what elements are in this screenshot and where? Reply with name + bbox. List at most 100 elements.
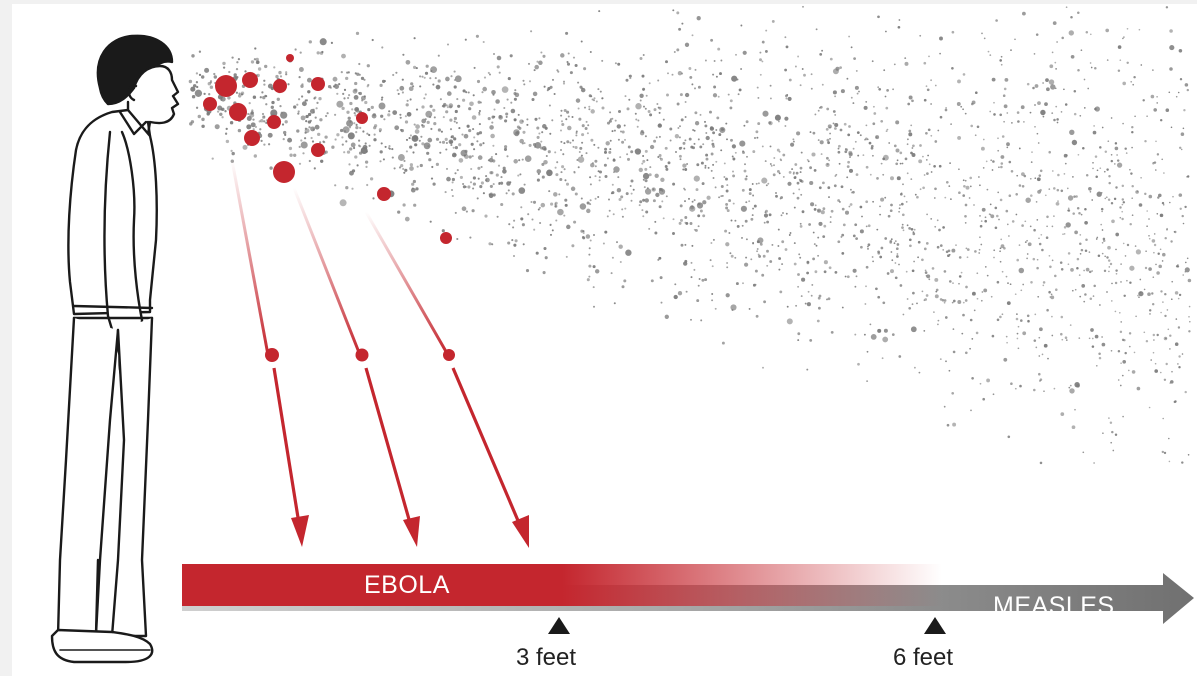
aerosol-particle bbox=[627, 145, 631, 149]
aerosol-particle bbox=[788, 170, 792, 174]
aerosol-particle bbox=[546, 169, 553, 177]
aerosol-particle bbox=[681, 22, 684, 25]
aerosol-particle bbox=[1039, 461, 1043, 465]
aerosol-particle bbox=[769, 97, 772, 100]
aerosol-particle bbox=[1182, 274, 1184, 276]
aerosol-particle bbox=[1095, 175, 1098, 178]
aerosol-particle bbox=[692, 146, 695, 150]
aerosol-particle bbox=[829, 137, 831, 140]
aerosol-particle bbox=[343, 88, 347, 91]
aerosol-particle bbox=[273, 66, 276, 69]
aerosol-particle bbox=[969, 185, 972, 188]
aerosol-particle bbox=[926, 274, 931, 279]
aerosol-particle bbox=[224, 132, 228, 135]
aerosol-particle bbox=[538, 132, 541, 135]
aerosol-particle bbox=[404, 115, 407, 118]
aerosol-particle bbox=[366, 183, 369, 187]
aerosol-particle bbox=[958, 191, 961, 195]
aerosol-particle bbox=[1185, 261, 1187, 264]
aerosol-particle bbox=[356, 72, 360, 76]
aerosol-particle bbox=[1008, 160, 1012, 164]
aerosol-particle bbox=[678, 146, 682, 150]
aerosol-particle bbox=[282, 137, 285, 141]
aerosol-particle bbox=[1114, 142, 1118, 145]
aerosol-particle bbox=[673, 294, 678, 300]
aerosol-particle bbox=[834, 122, 839, 128]
aerosol-particle bbox=[1161, 201, 1165, 205]
aerosol-particle bbox=[558, 193, 561, 196]
aerosol-particle bbox=[750, 217, 754, 221]
aerosol-particle bbox=[693, 142, 696, 145]
aerosol-particle bbox=[408, 86, 414, 92]
aerosol-particle bbox=[756, 250, 759, 253]
aerosol-particle bbox=[482, 142, 485, 145]
aerosol-particle bbox=[1130, 80, 1133, 83]
aerosol-particle bbox=[766, 220, 770, 224]
aerosol-particle bbox=[1053, 215, 1055, 217]
aerosol-particle bbox=[714, 307, 717, 310]
aerosol-particle bbox=[237, 128, 242, 133]
aerosol-particle bbox=[1146, 225, 1148, 228]
aerosol-particle bbox=[786, 94, 789, 96]
aerosol-particle bbox=[423, 97, 426, 100]
aerosol-particle bbox=[1051, 225, 1054, 228]
aerosol-particle bbox=[973, 204, 975, 206]
aerosol-particle bbox=[706, 195, 711, 200]
aerosol-particle bbox=[748, 192, 752, 196]
aerosol-particle bbox=[895, 120, 900, 125]
aerosol-particle bbox=[748, 188, 752, 192]
aerosol-particle bbox=[1170, 298, 1173, 301]
aerosol-particle bbox=[324, 150, 328, 154]
aerosol-particle bbox=[346, 71, 349, 74]
aerosol-particle bbox=[823, 260, 828, 265]
aerosol-particle bbox=[454, 153, 457, 156]
aerosol-particle bbox=[538, 60, 543, 66]
aerosol-particle bbox=[896, 253, 899, 255]
aerosol-particle bbox=[629, 77, 632, 80]
aerosol-particle bbox=[737, 93, 740, 96]
aerosol-particle bbox=[303, 137, 307, 140]
aerosol-particle bbox=[757, 237, 764, 244]
aerosol-particle bbox=[280, 111, 283, 114]
aerosol-particle bbox=[554, 151, 557, 154]
aerosol-particle bbox=[869, 173, 872, 176]
aerosol-particle bbox=[643, 186, 646, 189]
aerosol-particle bbox=[1068, 386, 1071, 389]
aerosol-particle bbox=[1090, 328, 1094, 332]
aerosol-particle bbox=[734, 219, 737, 222]
aerosol-particle bbox=[263, 143, 266, 146]
aerosol-particle bbox=[582, 235, 585, 238]
aerosol-particle bbox=[772, 173, 776, 177]
aerosol-particle bbox=[388, 147, 391, 150]
aerosol-particle bbox=[421, 105, 425, 109]
aerosol-particle bbox=[627, 157, 630, 161]
aerosol-particle bbox=[741, 188, 745, 192]
aerosol-particle bbox=[437, 54, 440, 57]
aerosol-particle bbox=[671, 73, 674, 76]
aerosol-particle bbox=[923, 299, 926, 302]
aerosol-particle bbox=[788, 234, 791, 236]
aerosol-particle bbox=[1041, 248, 1044, 252]
aerosol-particle bbox=[997, 137, 999, 140]
aerosol-particle bbox=[1035, 201, 1038, 203]
aerosol-particle bbox=[604, 147, 608, 151]
aerosol-particle bbox=[416, 165, 419, 168]
aerosol-particle bbox=[348, 163, 351, 166]
aerosol-particle bbox=[901, 213, 905, 217]
aerosol-particle bbox=[958, 168, 960, 171]
aerosol-particle bbox=[710, 152, 714, 156]
aerosol-particle bbox=[1101, 336, 1103, 338]
aerosol-particle bbox=[472, 128, 475, 131]
aerosol-particle bbox=[980, 146, 985, 151]
aerosol-particle bbox=[938, 228, 941, 232]
aerosol-particle bbox=[729, 106, 733, 110]
aerosol-particle bbox=[502, 169, 507, 174]
aerosol-particle bbox=[700, 319, 703, 322]
aerosol-particle bbox=[689, 75, 693, 79]
aerosol-particle bbox=[522, 130, 526, 134]
aerosol-particle bbox=[989, 203, 992, 206]
aerosol-particle bbox=[585, 120, 588, 123]
aerosol-particle bbox=[500, 202, 504, 207]
aerosol-particle bbox=[279, 75, 283, 78]
aerosol-particle bbox=[806, 260, 810, 264]
